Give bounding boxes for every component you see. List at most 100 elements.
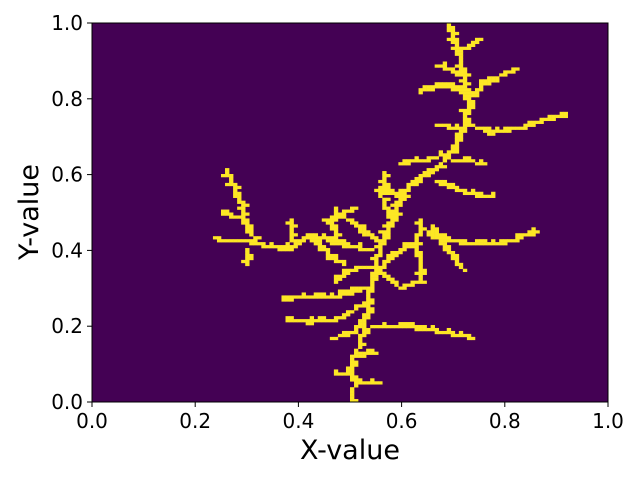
filled-cell xyxy=(362,351,367,355)
filled-cell xyxy=(341,239,347,243)
filled-cell xyxy=(491,191,496,196)
filled-cell xyxy=(414,182,419,187)
filled-cell xyxy=(434,85,439,89)
filled-cell xyxy=(487,129,492,133)
filled-cell xyxy=(366,298,371,302)
filled-cell xyxy=(466,46,472,50)
filled-cell xyxy=(341,259,347,264)
filled-cell xyxy=(442,233,448,237)
filled-cell xyxy=(265,245,270,249)
filled-cell xyxy=(446,156,452,160)
filled-cell xyxy=(414,325,419,329)
filled-cell xyxy=(462,46,468,50)
filled-cell xyxy=(362,304,367,308)
filled-cell xyxy=(382,182,387,187)
filled-cell xyxy=(503,239,508,243)
filled-cell xyxy=(390,325,395,329)
filled-cell xyxy=(442,156,448,160)
filled-cell xyxy=(333,230,339,234)
filled-cell xyxy=(418,230,423,234)
filled-cell xyxy=(297,295,302,299)
filled-cell xyxy=(382,171,387,175)
filled-cell xyxy=(410,283,415,287)
filled-cell xyxy=(362,227,367,231)
filled-cell xyxy=(245,203,250,207)
filled-cell xyxy=(474,191,480,196)
filled-cell xyxy=(434,179,439,184)
filled-cell xyxy=(241,221,246,225)
filled-cell xyxy=(362,224,367,228)
filled-cell xyxy=(374,277,379,281)
filled-cell xyxy=(418,325,423,329)
filled-cell xyxy=(531,123,536,127)
filled-cell xyxy=(309,239,315,243)
filled-cell xyxy=(499,239,504,243)
filled-cell xyxy=(382,242,387,246)
filled-cell xyxy=(366,301,371,305)
filled-cell xyxy=(458,91,464,95)
filled-cell xyxy=(466,97,472,101)
filled-cell xyxy=(458,58,464,62)
filled-cell xyxy=(370,236,375,240)
filled-cell xyxy=(249,256,254,261)
filled-cell xyxy=(345,292,351,296)
filled-cell xyxy=(378,230,383,234)
filled-cell xyxy=(237,194,242,198)
filled-cell xyxy=(374,236,379,240)
filled-cell xyxy=(225,209,230,213)
filled-cell xyxy=(547,117,552,122)
filled-cell xyxy=(527,120,532,124)
filled-cell xyxy=(430,227,435,231)
filled-cell xyxy=(422,171,427,175)
filled-cell xyxy=(366,289,371,293)
filled-cell xyxy=(333,233,339,237)
filled-cell xyxy=(390,203,395,207)
filled-cell xyxy=(422,85,427,89)
filled-cell xyxy=(515,233,520,237)
filled-cell xyxy=(422,327,427,332)
filled-cell xyxy=(483,239,488,243)
filled-cell xyxy=(458,135,464,139)
filled-cell xyxy=(233,185,238,190)
filled-cell xyxy=(358,381,363,385)
filled-cell xyxy=(362,233,367,237)
filled-cell xyxy=(378,248,383,252)
y-axis-label: Y-value xyxy=(14,164,45,261)
filled-cell xyxy=(422,88,427,92)
filled-cell xyxy=(285,248,290,252)
filled-cell xyxy=(442,165,448,169)
filled-cell xyxy=(462,88,468,92)
filled-cell xyxy=(317,295,323,299)
filled-cell xyxy=(350,372,355,376)
filled-cell xyxy=(225,168,230,172)
filled-cell xyxy=(483,162,488,166)
filled-cell xyxy=(406,245,411,249)
filled-cell xyxy=(458,330,464,335)
filled-cell xyxy=(466,105,472,110)
filled-cell xyxy=(474,194,480,198)
filled-cell xyxy=(229,179,234,184)
filled-cell xyxy=(398,203,403,207)
filled-cell xyxy=(362,301,367,305)
filled-cell xyxy=(390,218,395,222)
filled-cell xyxy=(241,218,246,222)
filled-cell xyxy=(454,126,460,130)
filled-cell xyxy=(418,277,423,281)
filled-cell xyxy=(337,333,343,338)
filled-cell xyxy=(495,129,500,133)
filled-cell xyxy=(487,76,492,80)
filled-cell xyxy=(249,253,254,258)
filled-cell xyxy=(366,307,371,311)
filled-cell xyxy=(386,174,391,178)
filled-cell xyxy=(394,200,399,204)
filled-cell xyxy=(426,88,431,92)
filled-cell xyxy=(386,212,391,216)
x-tick-label: 0.4 xyxy=(282,409,314,433)
filled-cell xyxy=(454,256,460,261)
filled-cell xyxy=(370,280,375,284)
filled-cell xyxy=(446,82,452,86)
filled-cell xyxy=(430,236,435,240)
filled-cell xyxy=(394,203,399,207)
filled-cell xyxy=(551,117,556,122)
filled-cell xyxy=(386,188,391,193)
